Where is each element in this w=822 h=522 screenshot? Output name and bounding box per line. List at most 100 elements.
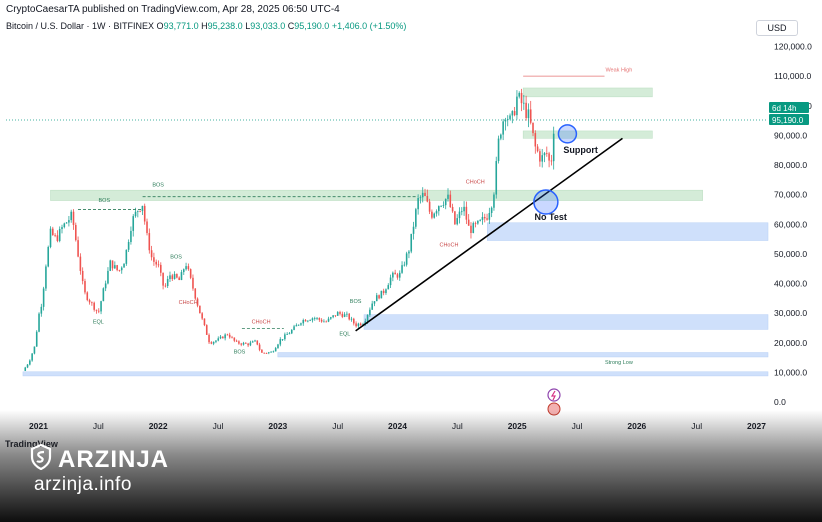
candle-body — [58, 229, 61, 241]
candle-body — [327, 318, 330, 322]
candle-body — [405, 253, 408, 265]
candle-body — [348, 313, 351, 320]
candle-body — [35, 331, 38, 347]
candle-body — [495, 161, 498, 195]
annotation-label: BOS — [152, 182, 164, 188]
candle-body — [100, 301, 102, 312]
candle-body — [373, 301, 376, 304]
candle-body — [267, 352, 270, 354]
candle-body — [109, 260, 112, 271]
candle-body — [169, 275, 171, 279]
candle-body — [497, 138, 500, 162]
candle-body — [493, 194, 495, 208]
price-tick-label: 110,000.0 — [774, 71, 811, 81]
candle-body — [403, 264, 406, 266]
candle-body — [102, 288, 105, 302]
candle-body — [504, 120, 507, 122]
candle-body — [426, 195, 429, 202]
candle-body — [392, 272, 394, 278]
candle-body — [238, 341, 240, 344]
candle-body — [104, 283, 107, 289]
attribution-text: CryptoCaesarTA published on TradingView.… — [6, 4, 340, 15]
candle-body — [263, 352, 265, 354]
candle-body — [173, 274, 176, 280]
candle-body — [447, 194, 449, 199]
open-label: O — [156, 21, 164, 31]
candle-body — [54, 235, 56, 236]
candle-body — [185, 266, 187, 270]
candle-body — [146, 221, 148, 234]
annotation-label: CHoCH — [179, 300, 198, 306]
candle-body — [419, 197, 422, 199]
candle-body — [536, 146, 539, 152]
candle-body — [97, 310, 100, 312]
candle-body — [417, 198, 419, 210]
candle-body — [45, 266, 47, 289]
candle-body — [279, 339, 282, 345]
candle-body — [380, 290, 383, 299]
candle-body — [396, 274, 399, 278]
candle-body — [72, 211, 75, 225]
candle-body — [401, 265, 403, 273]
candle-body — [182, 269, 185, 273]
candle-body — [479, 219, 481, 221]
candle-body — [65, 222, 68, 224]
candle-body — [300, 323, 302, 325]
price-tick-label: 10,000.0 — [774, 367, 807, 377]
candle-body — [382, 290, 385, 294]
price-tick-label: 90,000.0 — [774, 130, 807, 140]
candle-body — [242, 342, 245, 345]
candle-body — [529, 109, 532, 123]
supply-zone — [50, 189, 703, 201]
candle-body — [86, 292, 89, 301]
candles-layer — [24, 88, 555, 372]
candle-body — [472, 223, 475, 233]
candle-body — [247, 343, 249, 346]
candle-body — [320, 319, 323, 322]
price-tick-label: 120,000.0 — [774, 42, 812, 52]
candle-body — [219, 336, 222, 339]
annotation-label: BOS — [99, 198, 111, 204]
candle-body — [189, 269, 192, 278]
candle-body — [134, 211, 137, 217]
candle-body — [440, 205, 442, 207]
candle-body — [245, 342, 247, 344]
candle-body — [534, 133, 537, 147]
candle-body — [203, 318, 206, 326]
candle-body — [442, 205, 445, 206]
candle-body — [31, 353, 33, 361]
demand-zone — [487, 222, 769, 241]
candle-body — [125, 249, 128, 264]
candle-body — [79, 256, 82, 271]
candle-body — [120, 267, 123, 271]
candle-body — [352, 318, 355, 324]
candle-body — [527, 109, 530, 119]
candle-body — [513, 111, 516, 116]
candle-body — [33, 346, 36, 354]
currency-button[interactable]: USD — [756, 20, 798, 36]
price-tick-label: 0.0 — [774, 397, 786, 407]
trendline — [355, 137, 623, 332]
candle-body — [29, 360, 31, 365]
candle-body — [362, 324, 364, 325]
candle-body — [123, 263, 125, 268]
candle-body — [235, 340, 238, 342]
candle-body — [143, 205, 146, 222]
candle-body — [451, 206, 454, 212]
candle-body — [369, 309, 371, 315]
time-tick-label: Jul — [452, 421, 463, 431]
candle-body — [52, 228, 54, 236]
candle-body — [286, 334, 288, 335]
candle-body — [511, 111, 514, 116]
candle-body — [114, 265, 116, 269]
candle-body — [398, 272, 401, 278]
candle-body — [251, 341, 254, 343]
candle-body — [412, 226, 415, 234]
candle-body — [215, 340, 217, 342]
candle-body — [483, 216, 486, 219]
candle-body — [375, 295, 378, 302]
candle-body — [274, 348, 277, 352]
candle-body — [318, 318, 321, 320]
low-label: L — [245, 21, 251, 31]
